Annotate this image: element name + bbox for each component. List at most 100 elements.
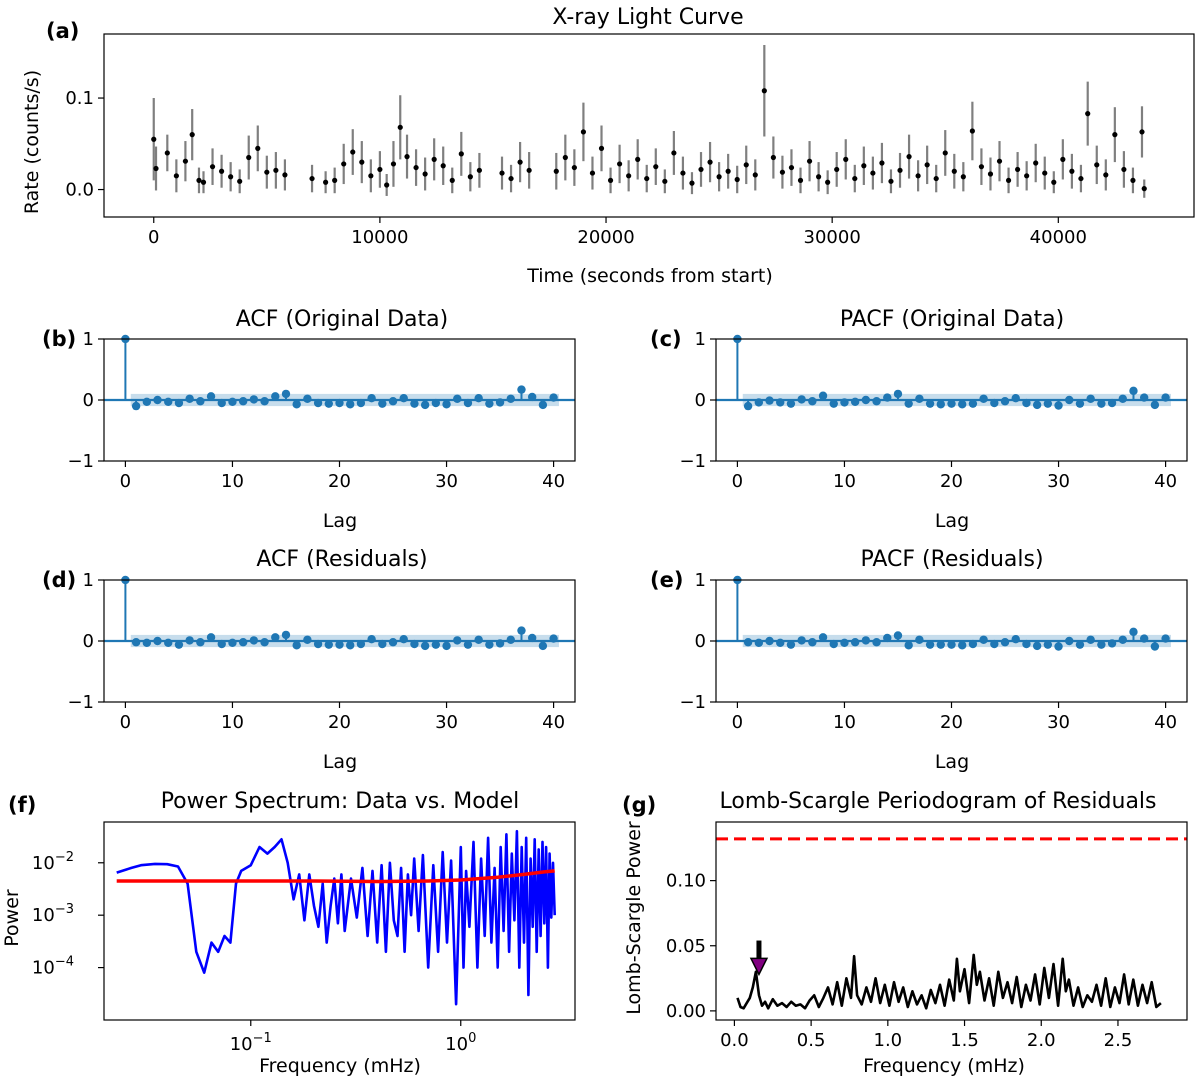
data-point: [607, 177, 614, 183]
stem-marker: [495, 639, 505, 648]
y-tick-label: 0.1: [65, 88, 94, 109]
data-point: [707, 159, 713, 165]
data-point: [761, 88, 767, 94]
stem-marker: [185, 394, 194, 403]
x-tick-label: 30: [435, 712, 458, 733]
x-tick-label: 30: [1047, 471, 1070, 492]
stem-marker: [164, 638, 173, 648]
stem-marker: [463, 398, 473, 408]
data-point: [635, 156, 641, 162]
stem-marker: [538, 641, 548, 651]
stem-marker: [754, 638, 764, 648]
stem-marker: [872, 638, 881, 647]
stem-marker: [990, 639, 999, 649]
stem-marker: [1086, 635, 1095, 644]
x-tick-label: 0: [732, 712, 743, 733]
data-point: [1141, 186, 1147, 192]
stem-marker: [743, 401, 753, 411]
data-point: [1033, 160, 1039, 166]
panel-c-title: PACF (Original Data): [840, 307, 1064, 332]
stem-marker: [1118, 635, 1127, 644]
data-point: [1069, 168, 1075, 174]
stem-marker: [324, 640, 333, 649]
data-point: [888, 178, 894, 184]
panel-g-axes: [715, 821, 1188, 1021]
stem-marker: [506, 635, 515, 644]
series-residual-periodogram: [736, 953, 1162, 1010]
stem-marker: [174, 398, 184, 408]
stem-marker: [153, 395, 162, 405]
data-point: [209, 164, 216, 170]
stem-marker: [506, 394, 515, 403]
panel-d-ticks: 0 10 20 30 40 −1 0 1: [67, 570, 565, 733]
panel-a-letter: (a): [46, 19, 79, 43]
stem-marker: [131, 638, 141, 647]
stem-marker: [808, 638, 817, 647]
stem-marker: [260, 397, 269, 406]
data-point: [1130, 177, 1136, 183]
stem-marker: [1054, 642, 1063, 651]
stem-marker: [335, 398, 344, 408]
stem-marker: [420, 400, 430, 410]
panel-c-axes: [715, 338, 1188, 462]
stem-marker: [474, 393, 483, 403]
stem-marker: [1129, 386, 1138, 396]
data-point: [626, 173, 632, 179]
data-point: [716, 174, 722, 180]
panel-g-ylabel: Lomb-Scargle Power: [623, 821, 645, 1015]
data-point: [861, 163, 867, 169]
stem-marker: [958, 400, 967, 409]
stem-marker: [313, 398, 323, 408]
stem-marker: [1000, 397, 1010, 406]
data-point: [806, 158, 813, 164]
stem-marker: [410, 639, 419, 649]
stem-marker: [850, 638, 860, 647]
data-point: [562, 154, 568, 161]
stem-marker: [249, 395, 259, 404]
stem-marker: [538, 400, 548, 410]
x-tick-label: 0: [732, 471, 743, 492]
stem-marker: [893, 631, 903, 640]
data-point: [915, 173, 921, 179]
panel-d-letter: (d): [42, 568, 76, 592]
stem-marker: [1011, 634, 1020, 644]
panel-f-marks: [116, 829, 556, 1006]
data-point: [553, 168, 559, 174]
panel-f-ticks: 10−1 100 10−4 10−3 10−2: [32, 850, 476, 1055]
data-point: [390, 161, 397, 167]
panel-e-title: PACF (Residuals): [860, 547, 1043, 572]
data-point: [770, 154, 776, 161]
x-tick-label: 20: [328, 712, 351, 733]
x-tick-label: 2.0: [1027, 1030, 1056, 1051]
stem-marker: [936, 640, 945, 649]
data-point: [960, 174, 966, 180]
stem-marker: [549, 393, 558, 402]
data-point: [834, 166, 840, 173]
data-point: [350, 149, 356, 155]
stem-marker: [1150, 400, 1160, 410]
data-point: [951, 168, 957, 174]
data-point: [653, 164, 659, 170]
x-tick-label: 40: [542, 712, 565, 733]
x-tick-label: 40000: [1030, 227, 1087, 248]
data-point: [852, 175, 858, 182]
panel-b-ticks: 0 10 20 30 40 −1 0 1: [67, 329, 565, 492]
data-point: [449, 177, 455, 183]
stem-marker: [388, 397, 398, 406]
stem-marker: [292, 641, 301, 650]
y-tick-label: 0.10: [666, 871, 706, 892]
panel-a-xlabel: Time (seconds from start): [526, 265, 773, 287]
stem-marker: [517, 385, 526, 394]
data-point: [1103, 172, 1109, 178]
stem-marker: [1097, 399, 1106, 408]
stem-marker: [527, 633, 537, 643]
data-point: [151, 136, 157, 142]
data-point: [1024, 173, 1030, 179]
x-tick-label: 10: [833, 471, 856, 492]
data-point: [698, 166, 704, 173]
stem-marker: [388, 638, 398, 647]
arrow-head-icon: [749, 957, 769, 977]
stem-marker: [915, 394, 924, 403]
stem-marker: [474, 635, 483, 644]
stem-marker: [442, 400, 451, 409]
